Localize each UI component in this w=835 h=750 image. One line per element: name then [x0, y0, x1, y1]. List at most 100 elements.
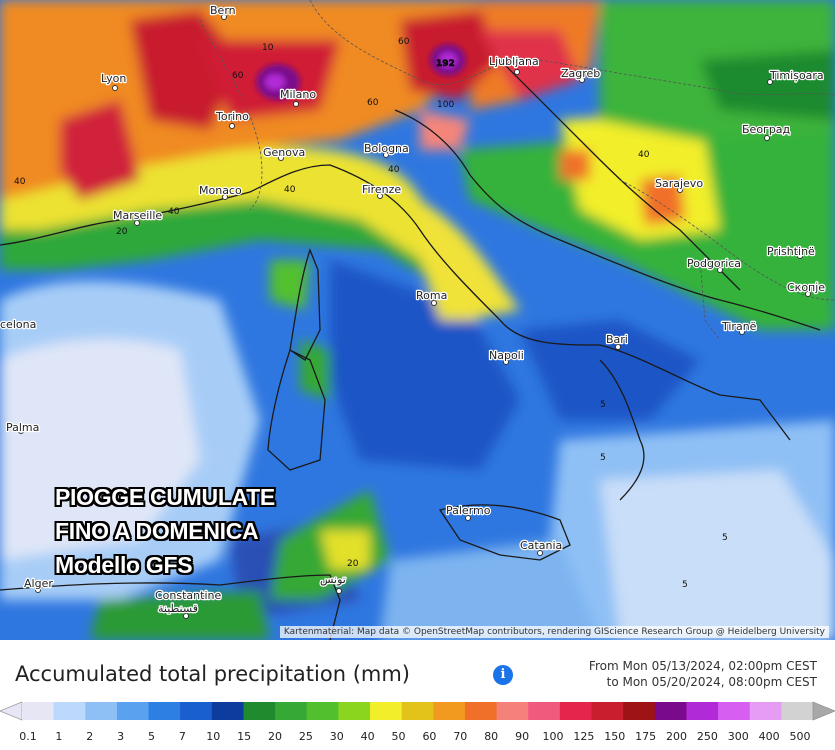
svg-text:Milano: Milano — [280, 88, 316, 101]
map-attribution: Kartenmaterial: Map data © OpenStreetMap… — [279, 626, 829, 638]
contour-label: 5 — [722, 533, 728, 543]
svg-text:Sarajevo: Sarajevo — [655, 177, 703, 190]
scale-swatch — [243, 702, 276, 720]
date-to: to Mon 05/20/2024, 08:00pm CEST — [606, 675, 817, 689]
precipitation-map[interactable]: Bern Lyon Torino Milano Genova Monaco Ma… — [0, 0, 835, 640]
city-barcelona[interactable]: celona — [0, 317, 38, 333]
date-range: From Mon 05/13/2024, 02:00pm CEST to Mon… — [589, 658, 817, 690]
contour-labels: 192 40 40 40 40 40 20 20 60 60 60 100 10… — [14, 37, 728, 590]
svg-text:Ljubljana: Ljubljana — [489, 55, 539, 68]
svg-text:Constantine: Constantine — [155, 589, 221, 602]
svg-text:Bologna: Bologna — [364, 142, 409, 155]
scale-swatch — [623, 702, 656, 720]
svg-text:تونس: تونس — [320, 573, 346, 586]
color-scale-bar — [0, 701, 835, 721]
contour-label: 40 — [388, 165, 400, 175]
scale-swatch — [781, 702, 814, 720]
headline-overlay: PIOGGE CUMULATE FINO A DOMENICA Modello … — [55, 480, 275, 582]
scale-tick-label: 3 — [117, 730, 125, 743]
legend-title: Accumulated total precipitation (mm) — [15, 662, 410, 686]
scale-tick-label: 60 — [422, 730, 437, 743]
headline-line-1: PIOGGE CUMULATE — [55, 484, 275, 510]
city-catania[interactable]: Catania — [519, 538, 564, 556]
city-monaco[interactable]: Monaco — [198, 183, 243, 200]
scale-tick-label: 25 — [298, 730, 313, 743]
scale-tick-label: 125 — [573, 730, 595, 743]
scale-tick-label: 500 — [789, 730, 811, 743]
svg-text:Firenze: Firenze — [362, 183, 401, 196]
svg-text:Lyon: Lyon — [101, 72, 126, 85]
scale-tick-label: 200 — [665, 730, 687, 743]
scale-tick-label: 400 — [758, 730, 780, 743]
scale-swatch — [433, 702, 466, 720]
svg-text:Monaco: Monaco — [199, 184, 242, 197]
svg-text:Zagreb: Zagreb — [561, 67, 600, 80]
svg-text:Timișoara: Timișoara — [769, 69, 824, 82]
svg-text:Tiranë: Tiranë — [721, 320, 757, 333]
city-napoli[interactable]: Napoli — [488, 348, 525, 365]
scale-tick-label: 2 — [86, 730, 94, 743]
scale-tick-label: 40 — [360, 730, 375, 743]
contour-label: 40 — [168, 207, 180, 217]
svg-text:Bern: Bern — [210, 4, 236, 17]
svg-text:Marseille: Marseille — [113, 209, 162, 222]
svg-text:celona: celona — [0, 318, 36, 331]
peak-value-192: 192 — [436, 59, 455, 69]
city-marseille[interactable]: Marseille — [112, 208, 164, 226]
scale-swatch — [148, 702, 181, 720]
city-torino[interactable]: Torino — [214, 109, 250, 129]
contour-label: 5 — [600, 453, 606, 463]
scale-tick-label: 5 — [148, 730, 156, 743]
info-icon[interactable]: i — [493, 665, 513, 685]
city-zagreb[interactable]: Zagreb — [560, 66, 602, 83]
scale-tick-label: 10 — [206, 730, 221, 743]
city-alger[interactable]: Alger — [23, 576, 55, 593]
color-scale-ticks: 0.1 1 2 3 5 7 10 15 20 25 30 40 50 60 70 80 90 100 125 150 1… — [0, 728, 835, 746]
contour-label: 40 — [14, 177, 26, 187]
svg-text:Torino: Torino — [215, 110, 249, 123]
contour-label: 60 — [367, 98, 379, 108]
svg-text:Genova: Genova — [263, 146, 305, 159]
city-sarajevo[interactable]: Sarajevo — [654, 176, 705, 193]
scale-swatch — [464, 702, 498, 720]
city-lyon[interactable]: Lyon — [100, 71, 128, 91]
city-firenze[interactable]: Firenze — [361, 182, 403, 199]
headline-line-2: FINO A DOMENICA — [55, 518, 259, 544]
scale-swatch — [591, 702, 624, 720]
precipitation-field — [0, 0, 835, 640]
scale-swatch — [275, 702, 308, 720]
svg-text:قسنطينة: قسنطينة — [158, 602, 198, 615]
scale-swatch — [718, 702, 751, 720]
city-beograd[interactable]: Београд — [741, 122, 792, 141]
city-prishtine[interactable]: Prishtinë — [766, 244, 817, 260]
scale-tick-label: 50 — [391, 730, 406, 743]
city-milano[interactable]: Milano — [279, 87, 318, 107]
city-palermo[interactable]: Palermo — [445, 503, 492, 521]
svg-text:Palma: Palma — [6, 421, 39, 434]
city-tirane[interactable]: Tiranë — [720, 319, 758, 335]
scale-arrow-right — [812, 701, 835, 721]
svg-text:Catania: Catania — [520, 539, 562, 552]
contour-label: 60 — [398, 37, 410, 47]
scale-tick-label: 0.1 — [19, 730, 37, 743]
svg-text:Београд: Београд — [742, 123, 791, 136]
city-palma[interactable]: Palma — [5, 420, 41, 436]
scale-tick-label: 1 — [55, 730, 63, 743]
city-bari[interactable]: Bari — [605, 332, 629, 350]
scale-swatch — [686, 702, 719, 720]
svg-text:Скопје: Скопје — [787, 281, 825, 294]
scale-swatch — [370, 702, 403, 720]
svg-text:Roma: Roma — [416, 289, 447, 302]
city-bern[interactable]: Bern — [209, 3, 237, 20]
city-skopje[interactable]: Скопје — [786, 280, 827, 297]
city-ljubljana[interactable]: Ljubljana — [488, 54, 540, 75]
city-roma[interactable]: Roma — [415, 288, 449, 306]
scale-swatch — [306, 702, 339, 720]
city-timisoara[interactable]: Timișoara — [767, 68, 825, 85]
svg-text:Prishtinë: Prishtinë — [767, 245, 815, 258]
city-bologna[interactable]: Bologna — [363, 141, 410, 158]
city-genova[interactable]: Genova — [262, 145, 307, 161]
city-tunis[interactable]: تونس — [319, 572, 347, 594]
city-podgorica[interactable]: Podgorica — [686, 256, 742, 273]
